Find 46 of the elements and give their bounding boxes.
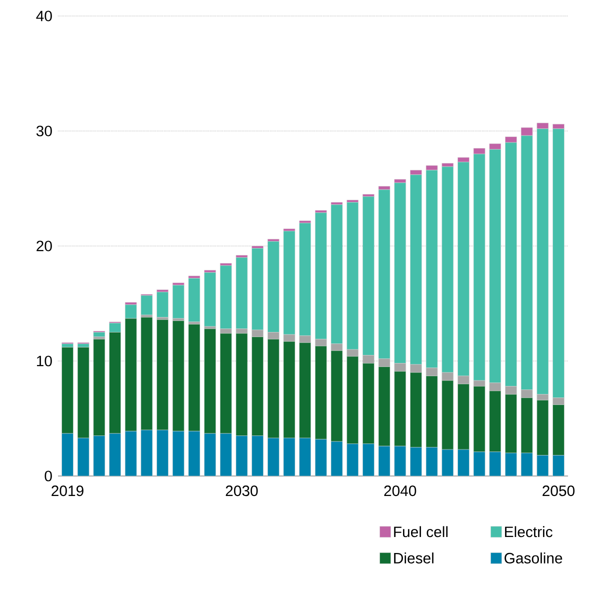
bar [236, 257, 248, 329]
bar [410, 447, 422, 476]
legend-label: Diesel [394, 552, 434, 564]
y-tick-label: 20 [36, 240, 52, 252]
bar [315, 439, 327, 476]
legend-label: Gasoline [504, 552, 562, 564]
y-tick-label: 10 [37, 356, 52, 366]
bar [62, 433, 74, 476]
bar [140, 295, 153, 316]
legend-label: Electric [505, 526, 552, 538]
bar [77, 438, 90, 476]
bar [124, 431, 137, 476]
bar [394, 446, 406, 476]
bar [458, 449, 470, 476]
bar [362, 444, 374, 476]
x-tick-label: 2030 [226, 486, 258, 496]
bar [188, 278, 200, 322]
x-tick-label: 2050 [542, 486, 575, 496]
y-tick-label: 0 [44, 470, 52, 482]
bar [220, 433, 232, 476]
bar [172, 284, 184, 319]
bar [109, 433, 121, 476]
bar [156, 430, 168, 476]
bar [299, 438, 311, 476]
bar [93, 436, 106, 476]
bar [268, 438, 280, 476]
bar [442, 449, 454, 476]
bar [204, 272, 216, 327]
legend-label: Fuel cell [394, 526, 448, 538]
bar [552, 455, 564, 476]
bar [236, 436, 248, 476]
x-tick-label: 2040 [384, 486, 416, 496]
y-tick-label: 40 [36, 10, 52, 22]
bar [220, 265, 232, 329]
bar [188, 431, 200, 476]
bar [536, 455, 549, 476]
bar [489, 452, 502, 476]
bar [172, 431, 184, 476]
bar [204, 433, 216, 476]
bar [252, 436, 264, 476]
y-tick-label: 30 [36, 126, 52, 136]
x-tick-label: 2019 [52, 486, 84, 496]
bar [346, 444, 358, 476]
bar [156, 292, 168, 318]
bar [505, 452, 517, 476]
bar [93, 332, 106, 337]
